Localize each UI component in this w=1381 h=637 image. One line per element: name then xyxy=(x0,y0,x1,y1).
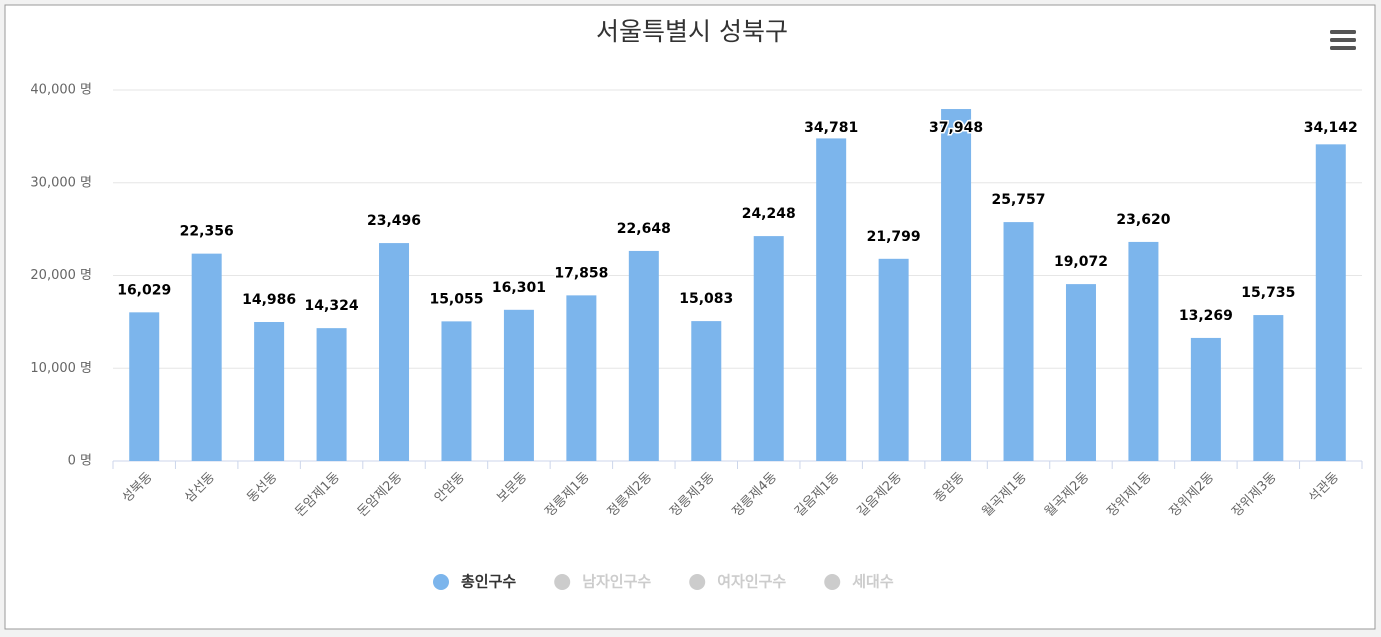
data-label: 14,324 xyxy=(305,298,359,314)
y-tick-label: 0 명 xyxy=(68,454,92,469)
bar xyxy=(379,243,410,461)
chart-title: 서울특별시 성북구 xyxy=(596,17,788,46)
legend-symbol xyxy=(689,574,706,590)
bar xyxy=(1190,337,1221,461)
legend-label[interactable]: 남자인구수 xyxy=(582,573,651,591)
bar xyxy=(191,253,222,461)
legend-label[interactable]: 총인구수 xyxy=(461,573,516,591)
bar xyxy=(1253,315,1284,461)
data-label: 14,986 xyxy=(242,292,296,308)
data-label: 16,301 xyxy=(492,280,546,296)
bar xyxy=(441,321,472,461)
legend-label[interactable]: 세대수 xyxy=(852,573,894,591)
data-label: 15,055 xyxy=(429,291,483,307)
data-label: 22,648 xyxy=(617,221,671,237)
data-label: 17,858 xyxy=(554,265,608,281)
data-label: 24,248 xyxy=(742,206,796,222)
legend-symbol xyxy=(824,574,841,590)
bar xyxy=(316,328,347,461)
data-label: 19,072 xyxy=(1054,254,1108,270)
data-label: 13,269 xyxy=(1179,308,1233,324)
y-tick-label: 40,000 명 xyxy=(30,83,92,98)
bar xyxy=(566,295,597,461)
legend-label[interactable]: 여자인구수 xyxy=(717,573,786,591)
bar xyxy=(1128,241,1159,461)
bar xyxy=(254,322,285,461)
y-tick-label: 10,000 명 xyxy=(30,361,92,376)
bar xyxy=(1315,144,1346,461)
data-label: 15,735 xyxy=(1241,285,1295,301)
legend-symbol xyxy=(433,574,449,590)
bar xyxy=(503,309,534,461)
bar xyxy=(691,321,722,461)
bar xyxy=(816,138,847,461)
data-label: 34,142 xyxy=(1304,120,1358,136)
bar xyxy=(1003,222,1034,461)
data-label: 21,799 xyxy=(867,229,921,245)
data-label: 37,948 xyxy=(929,120,983,136)
menu-bar xyxy=(1330,46,1356,50)
data-label: 23,496 xyxy=(367,213,421,229)
data-label: 16,029 xyxy=(117,282,171,298)
data-label: 22,356 xyxy=(180,224,234,240)
y-tick-label: 30,000 명 xyxy=(30,175,92,190)
legend-symbol xyxy=(554,574,571,590)
data-label: 23,620 xyxy=(1116,212,1170,228)
bar xyxy=(628,250,659,461)
bar xyxy=(1065,284,1096,461)
menu-bar xyxy=(1330,38,1356,42)
bar xyxy=(129,312,160,461)
bar xyxy=(941,109,972,462)
data-label: 25,757 xyxy=(992,192,1046,208)
data-label: 34,781 xyxy=(804,120,858,136)
data-label: 15,083 xyxy=(679,291,733,307)
y-tick-label: 20,000 명 xyxy=(30,268,92,283)
bar xyxy=(753,236,784,461)
menu-bar xyxy=(1330,30,1356,34)
menu-button[interactable] xyxy=(1330,30,1356,50)
bar xyxy=(878,258,909,461)
